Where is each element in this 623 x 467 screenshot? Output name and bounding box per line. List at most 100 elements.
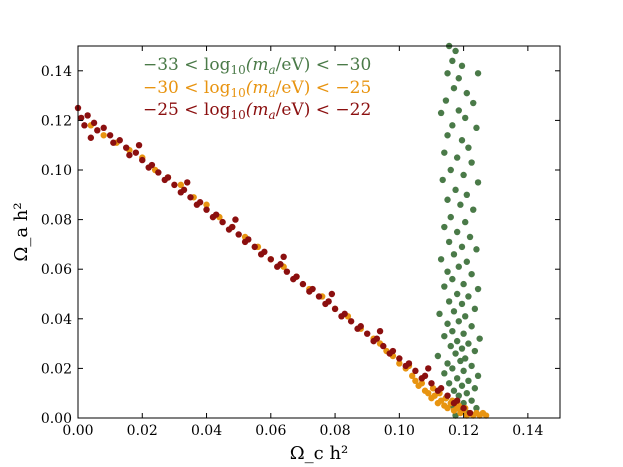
point-series-1 bbox=[450, 308, 458, 315]
point-series-1 bbox=[445, 380, 453, 387]
point-series-3 bbox=[94, 127, 101, 134]
point-series-3 bbox=[196, 199, 204, 206]
point-series-1 bbox=[447, 166, 454, 174]
point-series-1 bbox=[444, 360, 451, 367]
y-tick-label: 0.02 bbox=[41, 361, 72, 377]
point-series-3 bbox=[309, 285, 316, 293]
point-series-3 bbox=[283, 268, 291, 275]
point-series-3 bbox=[267, 256, 274, 263]
point-series-3 bbox=[331, 305, 339, 313]
legend-text-part: 10 bbox=[230, 108, 245, 122]
point-series-2 bbox=[177, 181, 185, 189]
point-series-1 bbox=[449, 328, 456, 335]
point-series-1 bbox=[445, 238, 453, 246]
legend-text-part: (m bbox=[246, 55, 269, 75]
point-series-3 bbox=[293, 273, 300, 280]
point-series-1 bbox=[463, 191, 471, 198]
point-series-1 bbox=[466, 233, 474, 241]
point-series-1 bbox=[468, 323, 475, 330]
point-series-3 bbox=[84, 112, 91, 119]
legend-text-part: −30 < log bbox=[143, 78, 231, 98]
point-series-3 bbox=[412, 367, 419, 375]
point-series-1 bbox=[444, 196, 451, 203]
point-series-3 bbox=[78, 114, 85, 122]
point-series-3 bbox=[87, 134, 95, 141]
point-series-1 bbox=[447, 342, 454, 350]
y-tick-label: 0.12 bbox=[41, 113, 72, 129]
point-series-3 bbox=[389, 347, 397, 355]
point-series-1 bbox=[455, 75, 462, 82]
point-series-1 bbox=[455, 392, 462, 399]
x-tick-label: 0.14 bbox=[512, 423, 543, 439]
point-series-3 bbox=[364, 330, 371, 337]
point-series-1 bbox=[453, 375, 461, 382]
point-series-1 bbox=[449, 275, 456, 283]
point-series-1 bbox=[458, 345, 466, 352]
point-series-3 bbox=[171, 181, 178, 189]
point-series-3 bbox=[212, 211, 220, 218]
point-series-2 bbox=[437, 397, 445, 404]
point-series-3 bbox=[428, 380, 435, 387]
point-series-3 bbox=[110, 139, 117, 146]
point-series-2 bbox=[396, 360, 403, 367]
point-series-1 bbox=[455, 318, 462, 325]
point-series-1 bbox=[457, 201, 464, 208]
point-series-2 bbox=[429, 385, 437, 392]
point-series-1 bbox=[460, 367, 467, 375]
point-series-2 bbox=[203, 201, 210, 208]
plot-frame bbox=[77, 45, 561, 419]
point-series-3 bbox=[180, 186, 188, 194]
point-series-1 bbox=[473, 404, 480, 412]
point-series-1 bbox=[462, 114, 469, 122]
point-series-3 bbox=[126, 151, 133, 159]
point-series-1 bbox=[458, 243, 466, 251]
point-series-1 bbox=[449, 57, 456, 65]
point-series-3 bbox=[184, 179, 191, 186]
x-tick-label: 0.06 bbox=[255, 423, 286, 439]
point-series-2 bbox=[100, 132, 107, 139]
point-series-3 bbox=[373, 335, 381, 342]
point-series-1 bbox=[445, 298, 453, 305]
point-series-3 bbox=[235, 231, 242, 238]
point-series-1 bbox=[458, 62, 466, 70]
point-series-1 bbox=[441, 223, 448, 231]
point-series-3 bbox=[132, 149, 140, 156]
x-tick-label: 0.04 bbox=[191, 423, 222, 439]
legend-text-part: −33 < log bbox=[143, 55, 231, 75]
point-series-1 bbox=[441, 149, 448, 156]
x-tick-label: 0.10 bbox=[384, 423, 415, 439]
point-series-1 bbox=[450, 387, 458, 394]
point-series-1 bbox=[450, 251, 458, 258]
x-tick-label: 0.12 bbox=[448, 423, 479, 439]
point-series-3 bbox=[460, 404, 467, 412]
point-series-1 bbox=[455, 263, 462, 270]
point-series-1 bbox=[471, 347, 479, 355]
point-series-2 bbox=[408, 372, 416, 380]
point-series-2 bbox=[482, 412, 490, 419]
point-series-1 bbox=[473, 124, 480, 132]
point-series-1 bbox=[458, 382, 466, 389]
point-series-1 bbox=[468, 362, 475, 370]
legend-entry-1: −33 < log10(ma/eV) < −30 bbox=[143, 55, 371, 77]
point-series-3 bbox=[453, 397, 461, 404]
point-series-3 bbox=[299, 280, 307, 288]
point-series-3 bbox=[325, 298, 332, 305]
point-series-1 bbox=[470, 99, 477, 107]
point-series-1 bbox=[444, 132, 451, 139]
legend-text-part: (m bbox=[246, 100, 269, 120]
point-series-2 bbox=[431, 392, 438, 399]
point-series-1 bbox=[468, 270, 475, 278]
legend-entry-3: −25 < log10(ma/eV) < −22 bbox=[143, 100, 371, 122]
point-series-1 bbox=[447, 213, 454, 221]
point-series-3 bbox=[203, 206, 210, 213]
point-series-3 bbox=[341, 310, 348, 318]
point-series-1 bbox=[473, 246, 480, 253]
point-series-1 bbox=[465, 293, 472, 300]
point-series-3 bbox=[100, 124, 107, 132]
point-series-1 bbox=[458, 137, 466, 144]
point-series-3 bbox=[116, 137, 123, 144]
point-series-3 bbox=[219, 218, 226, 226]
point-series-1 bbox=[450, 84, 458, 92]
point-series-1 bbox=[460, 171, 467, 179]
